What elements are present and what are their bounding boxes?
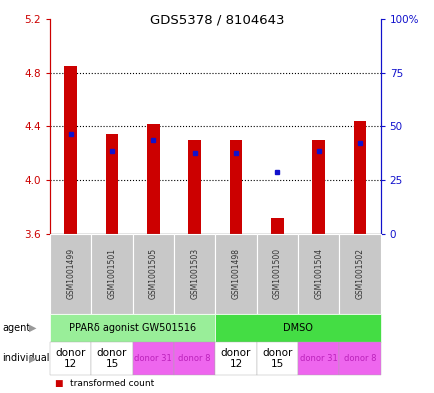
Text: donor
12: donor 12 <box>220 348 250 369</box>
Text: PPARδ agonist GW501516: PPARδ agonist GW501516 <box>69 323 196 333</box>
Text: donor 8: donor 8 <box>343 354 375 363</box>
Bar <box>353 121 365 234</box>
Bar <box>270 218 283 234</box>
Text: GSM1001502: GSM1001502 <box>355 248 364 299</box>
Text: GSM1001501: GSM1001501 <box>107 248 116 299</box>
Text: transformed count: transformed count <box>69 379 154 388</box>
Text: ▶: ▶ <box>29 353 36 364</box>
Text: agent: agent <box>2 323 30 333</box>
Text: GDS5378 / 8104643: GDS5378 / 8104643 <box>0 392 1 393</box>
Text: individual: individual <box>2 353 49 364</box>
Text: DMSO: DMSO <box>283 323 312 333</box>
Text: GDS5378 / 8104643: GDS5378 / 8104643 <box>150 14 284 27</box>
Bar <box>105 134 118 234</box>
Text: GSM1001500: GSM1001500 <box>272 248 281 299</box>
Bar <box>188 140 201 234</box>
Text: ▶: ▶ <box>29 323 36 333</box>
Text: GSM1001503: GSM1001503 <box>190 248 199 299</box>
Bar <box>147 124 159 234</box>
Bar <box>64 66 77 234</box>
Text: donor 31: donor 31 <box>134 354 172 363</box>
Bar <box>229 140 242 234</box>
Text: ■: ■ <box>54 379 63 388</box>
Text: donor
12: donor 12 <box>56 348 85 369</box>
Bar <box>312 140 324 234</box>
Text: GSM1001498: GSM1001498 <box>231 248 240 299</box>
Text: donor
15: donor 15 <box>262 348 292 369</box>
Text: GSM1001504: GSM1001504 <box>313 248 322 299</box>
Text: GSM1001505: GSM1001505 <box>148 248 158 299</box>
Text: donor 31: donor 31 <box>299 354 337 363</box>
Text: donor 8: donor 8 <box>178 354 210 363</box>
Text: donor
15: donor 15 <box>97 348 127 369</box>
Text: GSM1001499: GSM1001499 <box>66 248 75 299</box>
